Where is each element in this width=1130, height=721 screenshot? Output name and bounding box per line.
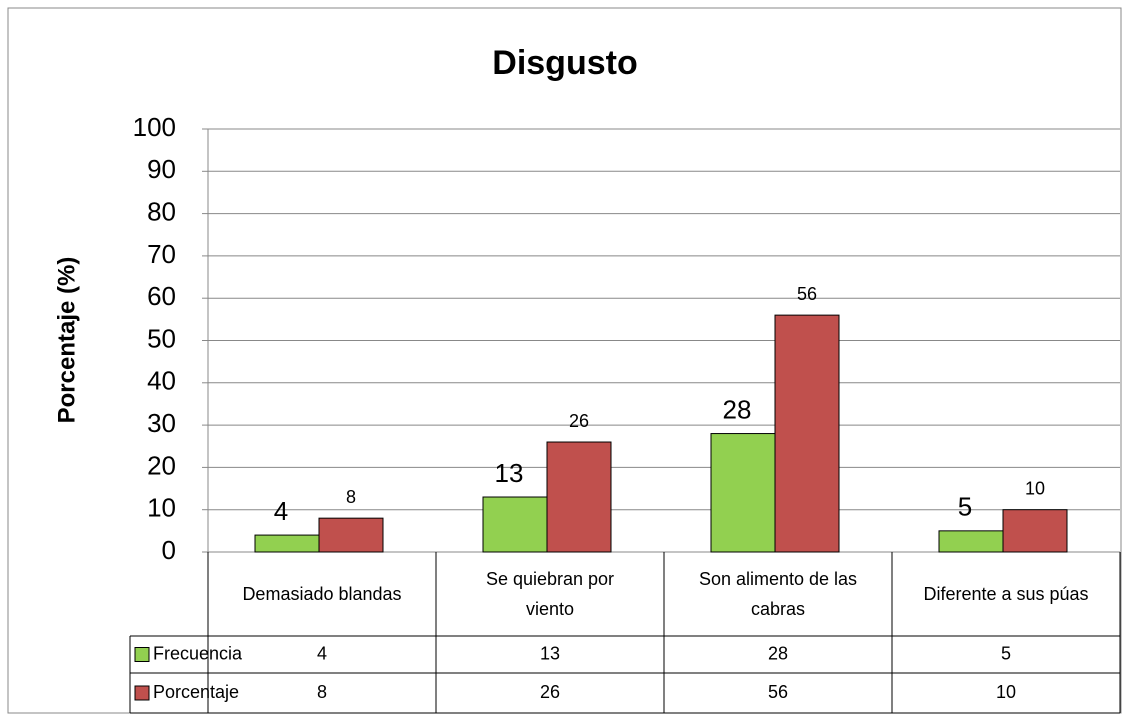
y-axis-label: Porcentaje (%) xyxy=(53,257,80,424)
y-tick-label: 0 xyxy=(162,535,176,565)
x-tick-label: Se quiebran por viento xyxy=(485,569,615,619)
category-cell: Se quiebran por viento xyxy=(485,569,615,619)
data-label: 28 xyxy=(723,394,752,424)
bar xyxy=(254,534,320,553)
y-tick-label: 30 xyxy=(147,408,176,438)
y-tick-label: 60 xyxy=(147,281,176,311)
table-value: 8 xyxy=(317,682,327,702)
x-tick-label: Diferente a sus púas xyxy=(923,584,1089,604)
y-tick-label: 70 xyxy=(147,239,176,269)
legend-swatch xyxy=(134,685,150,701)
bar xyxy=(710,433,776,553)
category-cell: Son alimento de las cabras xyxy=(698,569,858,619)
table-value: 4 xyxy=(317,643,327,663)
y-tick-label: 10 xyxy=(147,493,176,523)
bar xyxy=(546,441,612,553)
y-tick-label: 90 xyxy=(147,154,176,184)
legend-label: Porcentaje xyxy=(153,682,239,702)
chart-title: Disgusto xyxy=(492,44,637,82)
y-tick-label: 40 xyxy=(147,366,176,396)
y-tick-label: 80 xyxy=(147,196,176,226)
table-value: 26 xyxy=(540,682,560,702)
bar xyxy=(774,314,840,553)
bar xyxy=(1002,509,1068,553)
table-value: 13 xyxy=(540,643,560,663)
legend-swatch xyxy=(134,647,150,662)
x-tick-label: Son alimento de las cabras xyxy=(698,569,858,619)
data-label: 26 xyxy=(569,411,589,431)
x-tick-label: Demasiado blandas xyxy=(242,584,402,604)
data-label: 10 xyxy=(1025,478,1045,498)
category-cell: Diferente a sus púas xyxy=(923,584,1089,604)
data-label: 4 xyxy=(274,496,288,526)
data-label: 13 xyxy=(495,458,524,488)
data-label: 8 xyxy=(346,487,356,507)
y-tick-label: 100 xyxy=(133,112,176,142)
legend-label: Frecuencia xyxy=(153,643,243,663)
bar xyxy=(318,517,384,553)
table-value: 10 xyxy=(996,682,1016,702)
data-label: 5 xyxy=(958,492,972,522)
table-value: 56 xyxy=(768,682,788,702)
chart-border xyxy=(7,7,1122,714)
category-cell: Demasiado blandas xyxy=(242,584,402,604)
bar xyxy=(938,530,1004,553)
table-value: 5 xyxy=(1001,643,1011,663)
bar xyxy=(482,496,548,553)
y-tick-label: 50 xyxy=(147,323,176,353)
table-value: 28 xyxy=(768,643,788,663)
data-label: 56 xyxy=(797,284,817,304)
y-tick-label: 20 xyxy=(147,450,176,480)
